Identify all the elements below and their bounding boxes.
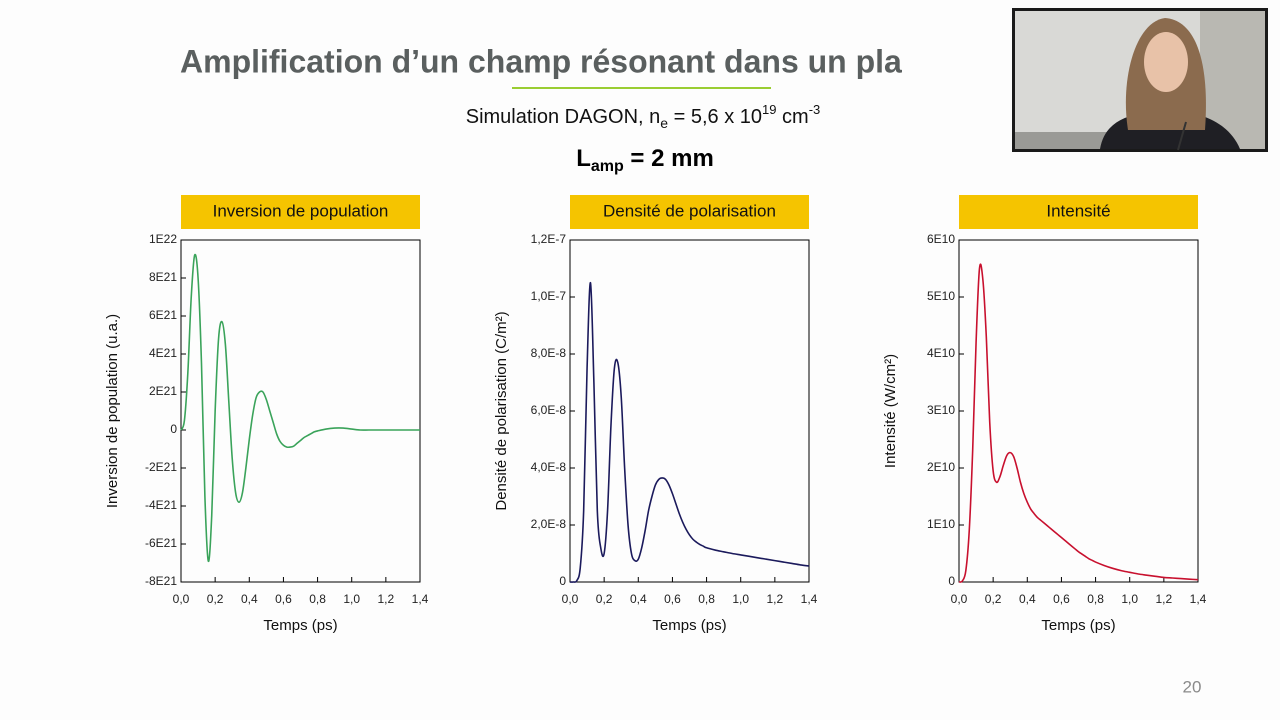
chart: Intensité 0 1E10 2E10 3E10 4E10 5E10 6E10 0,0 0,2…	[882, 195, 1207, 634]
x-tick-label: 1,2	[378, 592, 395, 606]
charts: Inversion de population -8E21 -6E21 -4E21 -2…	[104, 195, 1207, 634]
chart-title: Inversion de population	[213, 201, 389, 220]
subtitle-mid: = 5,6 x 10	[668, 106, 762, 128]
x-tick-label: 1,4	[801, 592, 818, 606]
chart: Densité de polarisation 0 2,0E-8 4,0E-8 6,0E…	[493, 195, 818, 634]
y-tick-label: 0	[559, 574, 566, 588]
subtitle-unit: cm	[776, 106, 808, 128]
y-tick-label: 1,0E-7	[531, 289, 567, 303]
x-tick-label: 0,8	[1087, 592, 1104, 606]
subtitle-sup: 19	[762, 102, 776, 117]
x-tick-label: 0,2	[207, 592, 224, 606]
y-tick-label: 1E22	[149, 232, 177, 246]
x-tick-label: 1,2	[1156, 592, 1173, 606]
length-text: L	[576, 145, 591, 172]
x-tick-label: 0,0	[951, 592, 968, 606]
x-tick-label: 0,2	[985, 592, 1002, 606]
x-tick-label: 0,8	[698, 592, 715, 606]
x-axis-label: Temps (ps)	[652, 617, 726, 634]
y-tick-label: 2E10	[927, 460, 955, 474]
page-number: 20	[1183, 677, 1202, 696]
y-tick-label: 0	[948, 574, 955, 588]
x-tick-label: 0,2	[596, 592, 613, 606]
x-tick-label: 1,4	[1190, 592, 1207, 606]
webcam-desk	[1015, 132, 1115, 149]
y-tick-label: 1,2E-7	[531, 232, 567, 246]
x-axis-label: Temps (ps)	[1041, 617, 1115, 634]
webcam-mic	[1177, 121, 1187, 151]
y-axis-label: Densité de polarisation (C/m²)	[493, 311, 510, 510]
x-tick-label: 0,0	[173, 592, 190, 606]
x-tick-label: 0,6	[1053, 592, 1070, 606]
x-tick-label: 1,4	[412, 592, 429, 606]
chart-title-box	[959, 195, 1198, 229]
length: Lamp = 2 mm	[576, 145, 714, 175]
x-tick-label: 0,4	[1019, 592, 1036, 606]
y-tick-label: 8,0E-8	[531, 346, 567, 360]
y-tick-label: 4E10	[927, 346, 955, 360]
data-line	[958, 263, 1199, 583]
y-tick-label: 0	[170, 422, 177, 436]
data-line	[180, 253, 420, 562]
chart-title: Densité de polarisation	[603, 201, 776, 220]
y-axis-label: Inversion de population (u.a.)	[104, 314, 121, 508]
y-tick-label: 4,0E-8	[531, 460, 567, 474]
subtitle-sub: e	[660, 115, 668, 131]
plot-frame	[180, 239, 421, 583]
x-tick-label: 0,6	[664, 592, 681, 606]
x-tick-label: 0,8	[309, 592, 326, 606]
y-tick-label: 8E21	[149, 270, 177, 284]
y-tick-label: 4E21	[149, 346, 177, 360]
y-tick-label: 3E10	[927, 403, 955, 417]
y-tick-label: 2,0E-8	[531, 517, 567, 531]
x-tick-label: 0,6	[275, 592, 292, 606]
x-axis-label: Temps (ps)	[263, 617, 337, 634]
x-tick-label: 1,0	[343, 592, 360, 606]
y-tick-label: -4E21	[145, 498, 177, 512]
x-tick-label: 1,0	[732, 592, 749, 606]
length-sub: amp	[591, 158, 624, 175]
x-tick-label: 0,4	[630, 592, 647, 606]
chart: Inversion de population -8E21 -6E21 -4E21 -2…	[104, 195, 429, 634]
subtitle: Simulation DAGON, ne = 5,6 x 1019 cm-3	[466, 102, 821, 130]
webcam	[1012, 8, 1268, 152]
x-tick-label: 0,4	[241, 592, 258, 606]
chart-title-box	[181, 195, 420, 229]
data-line	[569, 281, 810, 583]
chart-title-box	[570, 195, 809, 229]
slide-title: Amplification d’un champ résonant dans u…	[180, 43, 902, 79]
x-tick-label: 1,2	[767, 592, 784, 606]
y-tick-label: -8E21	[145, 574, 177, 588]
y-tick-label: 1E10	[927, 517, 955, 531]
y-tick-label: 5E10	[927, 289, 955, 303]
subtitle-text: Simulation DAGON, n	[466, 106, 661, 128]
subtitle-unit-sup: -3	[809, 102, 821, 117]
y-tick-label: 6,0E-8	[531, 403, 567, 417]
webcam-face	[1144, 32, 1188, 92]
length-rest: = 2 mm	[624, 145, 714, 172]
y-tick-label: -6E21	[145, 536, 177, 550]
chart-title: Intensité	[1046, 201, 1110, 220]
y-axis-label: Intensité (W/cm²)	[882, 354, 899, 468]
y-tick-label: -2E21	[145, 460, 177, 474]
y-tick-label: 6E21	[149, 308, 177, 322]
y-tick-label: 6E10	[927, 232, 955, 246]
y-tick-label: 2E21	[149, 384, 177, 398]
x-tick-label: 1,0	[1121, 592, 1138, 606]
x-tick-label: 0,0	[562, 592, 579, 606]
